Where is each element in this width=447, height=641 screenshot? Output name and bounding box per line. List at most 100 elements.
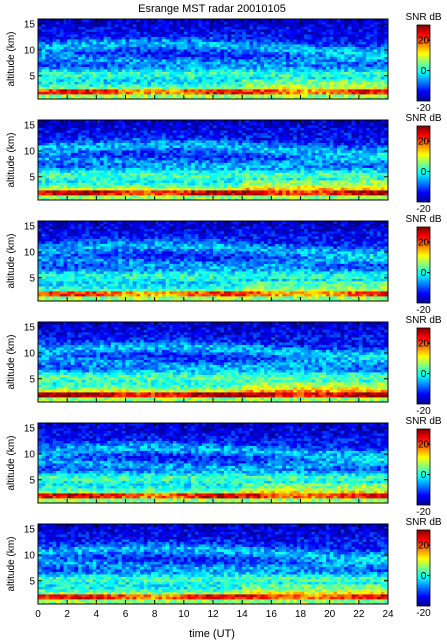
heatmap-cell <box>191 61 196 65</box>
heatmap-cell <box>344 165 349 168</box>
heatmap-cell <box>67 162 72 166</box>
heatmap-cell <box>267 177 272 181</box>
heatmap-cell <box>63 160 68 163</box>
heatmap-cell <box>169 49 174 52</box>
heatmap-cell <box>307 64 312 67</box>
heatmap-cell <box>384 155 389 158</box>
heatmap-cell <box>154 165 159 168</box>
heatmap-cell <box>209 175 214 178</box>
heatmap-cell <box>351 190 356 193</box>
heatmap-cell <box>180 46 185 50</box>
heatmap-cell <box>129 51 134 55</box>
heatmap-cell <box>125 56 130 60</box>
heatmap-cell <box>92 81 97 85</box>
heatmap-cell <box>176 46 181 50</box>
heatmap-cell <box>315 84 320 87</box>
heatmap-cell <box>121 26 126 30</box>
heatmap-cell <box>238 19 243 22</box>
heatmap-cell <box>158 167 163 171</box>
heatmap-cell <box>176 49 181 52</box>
heatmap-cell <box>125 71 130 75</box>
heatmap-cell <box>315 49 320 52</box>
heatmap-cell <box>99 177 105 181</box>
heatmap-cell <box>136 24 141 27</box>
heatmap-cell <box>369 177 374 181</box>
heatmap-cell <box>293 81 298 85</box>
heatmap-cell <box>267 69 272 72</box>
heatmap-cell <box>74 187 79 191</box>
heatmap-cell <box>70 192 75 196</box>
heatmap-cell <box>362 76 367 80</box>
heatmap-cell <box>380 170 385 173</box>
heatmap-cell <box>70 182 75 186</box>
heatmap-cell <box>107 79 112 82</box>
heatmap-cell <box>187 84 192 87</box>
heatmap-cell <box>344 39 349 42</box>
heatmap-cell <box>154 190 159 193</box>
heatmap-cell <box>52 39 57 42</box>
heatmap-cell <box>340 36 345 40</box>
heatmap-cell <box>107 94 112 97</box>
heatmap-cell <box>59 24 64 27</box>
heatmap-cell <box>362 61 367 65</box>
heatmap-cell <box>96 41 101 45</box>
heatmap-cell <box>183 79 188 82</box>
heatmap-cell <box>274 172 280 176</box>
heatmap-cell <box>118 185 123 188</box>
heatmap-cell <box>125 190 130 193</box>
heatmap-cell <box>121 59 126 62</box>
heatmap-cell <box>202 29 207 32</box>
heatmap-cell <box>289 21 294 25</box>
heatmap-cell <box>161 195 167 198</box>
heatmap-cell <box>213 190 218 193</box>
heatmap-cell <box>351 162 356 166</box>
heatmap-cell <box>154 157 159 161</box>
heatmap-cell <box>220 160 225 163</box>
heatmap-cell <box>99 195 105 198</box>
heatmap-cell <box>59 56 64 60</box>
heatmap-cell <box>140 165 145 168</box>
heatmap-cell <box>220 31 225 35</box>
heatmap-cell <box>274 31 280 35</box>
heatmap-cell <box>322 86 327 90</box>
heatmap-cell <box>99 54 105 57</box>
heatmap-cell <box>45 49 50 52</box>
heatmap-cell <box>198 44 203 47</box>
heatmap-cell <box>253 192 258 196</box>
heatmap-cell <box>103 46 108 50</box>
heatmap-cell <box>285 175 290 178</box>
heatmap-cell <box>209 170 214 173</box>
heatmap-cell <box>355 46 360 50</box>
heatmap-cell <box>107 71 112 75</box>
heatmap-cell <box>180 21 185 25</box>
heatmap-cell <box>300 162 305 166</box>
heatmap-cell <box>151 56 156 60</box>
heatmap-cell <box>38 86 43 90</box>
heatmap-cell <box>326 21 331 25</box>
heatmap-cell <box>227 24 232 27</box>
heatmap-cell <box>369 167 374 171</box>
heatmap-cell <box>362 69 367 72</box>
heatmap-cell <box>358 51 363 55</box>
heatmap-cell <box>355 182 360 186</box>
heatmap-cell <box>300 182 305 186</box>
heatmap-cell <box>223 162 228 166</box>
heatmap-cell <box>63 152 68 156</box>
heatmap-cell <box>92 172 97 176</box>
heatmap-cell <box>274 167 280 171</box>
heatmap-cell <box>147 19 152 22</box>
heatmap-cell <box>154 96 159 100</box>
heatmap-cell <box>213 64 218 67</box>
heatmap-cell <box>300 81 305 85</box>
heatmap-cell <box>274 190 280 193</box>
heatmap-cell <box>99 44 105 47</box>
heatmap-cell <box>85 167 90 171</box>
heatmap-cell <box>129 71 134 75</box>
heatmap-cell <box>238 175 243 178</box>
heatmap-cell <box>125 54 130 57</box>
heatmap-cell <box>125 177 130 181</box>
heatmap-cell <box>318 160 323 163</box>
heatmap-cell <box>125 51 130 55</box>
heatmap-cell <box>238 91 243 95</box>
heatmap-cell <box>318 157 323 161</box>
